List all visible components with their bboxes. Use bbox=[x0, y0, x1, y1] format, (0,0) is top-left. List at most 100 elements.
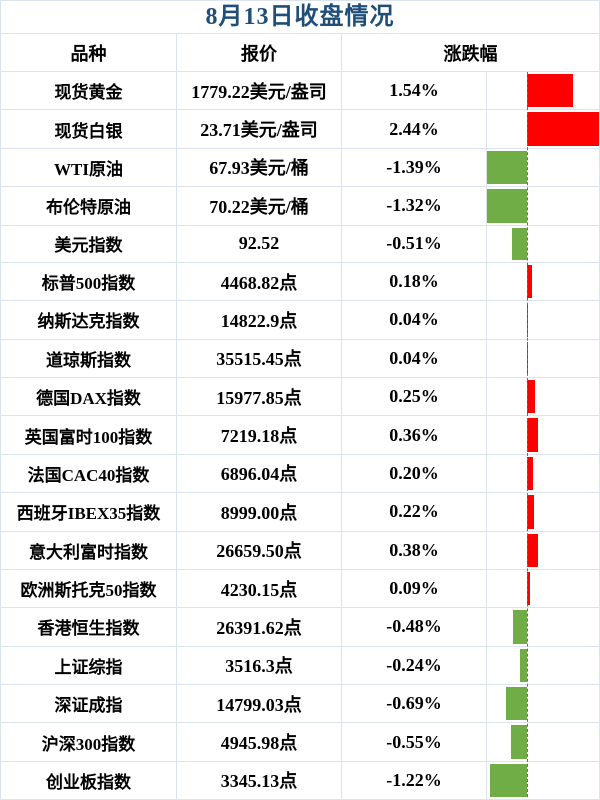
bar-cell bbox=[487, 301, 599, 338]
bar-cell bbox=[487, 493, 599, 530]
bar-cell bbox=[487, 570, 599, 607]
table-row: 现货黄金 1779.22美元/盎司 1.54% bbox=[1, 72, 599, 111]
variety-cell: 布伦特原油 bbox=[1, 187, 177, 225]
change-cell: -0.55% bbox=[342, 723, 487, 761]
table-row: 标普500指数 4468.82点 0.18% bbox=[1, 262, 599, 302]
change-bar bbox=[527, 495, 534, 529]
change-cell: -1.32% bbox=[342, 187, 487, 225]
table-row: 德国DAX指数 15977.85点 0.25% bbox=[1, 378, 599, 417]
quote-cell: 92.52 bbox=[177, 225, 342, 262]
table-row: 英国富时100指数 7219.18点 0.36% bbox=[1, 416, 599, 455]
change-cell: 1.54% bbox=[342, 72, 487, 110]
variety-cell: 标普500指数 bbox=[1, 262, 177, 301]
variety-cell: 上证综指 bbox=[1, 646, 177, 684]
variety-cell: 纳斯达克指数 bbox=[1, 301, 177, 339]
change-cell: 0.09% bbox=[342, 569, 487, 608]
change-cell: 0.38% bbox=[342, 531, 487, 569]
change-bar bbox=[511, 227, 527, 260]
quote-cell: 6896.04点 bbox=[177, 454, 342, 493]
change-bar bbox=[527, 571, 530, 606]
variety-cell: 创业板指数 bbox=[1, 761, 177, 799]
axis-baseline bbox=[527, 72, 528, 797]
table-header: 品种 报价 涨跌幅 bbox=[1, 34, 599, 72]
bar-cell bbox=[487, 187, 599, 224]
change-cell: 0.04% bbox=[342, 301, 487, 339]
header-change: 涨跌幅 bbox=[443, 43, 498, 64]
table-row: 现货白银 23.71美元/盎司 2.44% bbox=[1, 110, 599, 149]
bar-cell bbox=[487, 226, 599, 262]
variety-cell: 香港恒生指数 bbox=[1, 608, 177, 646]
quote-cell: 26659.50点 bbox=[177, 531, 342, 569]
change-cell: 0.04% bbox=[342, 339, 487, 377]
bar-cell bbox=[487, 608, 599, 645]
change-bar bbox=[527, 264, 533, 299]
bar-cell bbox=[487, 72, 599, 109]
table-body: 现货黄金 1779.22美元/盎司 1.54% 现货白银 23.71美元/盎司 … bbox=[1, 72, 599, 799]
table-row: 美元指数 92.52 -0.51% bbox=[1, 225, 599, 263]
variety-cell: 欧洲斯托克50指数 bbox=[1, 569, 177, 608]
table-row: 深证成指 14799.03点 -0.69% bbox=[1, 685, 599, 724]
change-bar bbox=[487, 189, 527, 223]
change-cell: -0.69% bbox=[342, 685, 487, 723]
change-cell: -0.51% bbox=[342, 225, 487, 262]
table-row: 创业板指数 3345.13点 -1.22% bbox=[1, 761, 599, 799]
variety-cell: 现货白银 bbox=[1, 110, 177, 148]
page-title: 8月13日收盘情况 bbox=[205, 4, 395, 30]
variety-cell: 现货黄金 bbox=[1, 72, 177, 110]
bar-cell bbox=[487, 110, 599, 147]
table-row: WTI原油 67.93美元/桶 -1.39% bbox=[1, 148, 599, 188]
quote-cell: 67.93美元/桶 bbox=[177, 148, 342, 187]
change-bar bbox=[487, 150, 527, 185]
change-cell: 0.25% bbox=[342, 378, 487, 416]
quote-cell: 26391.62点 bbox=[177, 608, 342, 646]
header-quote: 报价 bbox=[177, 34, 342, 71]
table-row: 纳斯达克指数 14822.9点 0.04% bbox=[1, 301, 599, 340]
quote-cell: 7219.18点 bbox=[177, 416, 342, 454]
change-cell: 0.36% bbox=[342, 416, 487, 454]
change-cell: -0.48% bbox=[342, 608, 487, 646]
table-row: 西班牙IBEX35指数 8999.00点 0.22% bbox=[1, 493, 599, 532]
quote-cell: 14822.9点 bbox=[177, 301, 342, 339]
change-cell: -0.24% bbox=[342, 646, 487, 684]
quote-cell: 4945.98点 bbox=[177, 723, 342, 761]
table-row: 法国CAC40指数 6896.04点 0.20% bbox=[1, 454, 599, 494]
change-bar bbox=[510, 725, 527, 759]
variety-cell: 意大利富时指数 bbox=[1, 531, 177, 569]
change-bar bbox=[490, 763, 527, 798]
bar-cell bbox=[487, 532, 599, 569]
change-bar bbox=[506, 687, 527, 721]
variety-cell: WTI原油 bbox=[1, 148, 177, 187]
change-bar bbox=[527, 418, 538, 452]
quote-cell: 8999.00点 bbox=[177, 493, 342, 531]
bar-cell bbox=[487, 455, 599, 492]
bar-cell bbox=[487, 685, 599, 722]
quote-cell: 3516.3点 bbox=[177, 646, 342, 684]
variety-cell: 沪深300指数 bbox=[1, 723, 177, 761]
change-cell: -1.22% bbox=[342, 761, 487, 799]
variety-cell: 德国DAX指数 bbox=[1, 378, 177, 416]
quote-cell: 4468.82点 bbox=[177, 262, 342, 301]
quote-cell: 4230.15点 bbox=[177, 569, 342, 608]
change-cell: 0.22% bbox=[342, 493, 487, 531]
variety-cell: 英国富时100指数 bbox=[1, 416, 177, 454]
change-cell: -1.39% bbox=[342, 148, 487, 187]
bar-cell bbox=[487, 149, 599, 186]
quote-cell: 35515.45点 bbox=[177, 339, 342, 377]
quote-cell: 1779.22美元/盎司 bbox=[177, 72, 342, 110]
table-row: 香港恒生指数 26391.62点 -0.48% bbox=[1, 608, 599, 647]
change-bar bbox=[527, 74, 574, 108]
change-cell: 0.20% bbox=[342, 454, 487, 493]
table-row: 欧洲斯托克50指数 4230.15点 0.09% bbox=[1, 569, 599, 609]
header-variety: 品种 bbox=[1, 34, 177, 71]
change-cell: 0.18% bbox=[342, 262, 487, 301]
variety-cell: 道琼斯指数 bbox=[1, 339, 177, 377]
quote-cell: 70.22美元/桶 bbox=[177, 187, 342, 225]
title-bar: 8月13日收盘情况 bbox=[1, 1, 599, 34]
change-bar bbox=[519, 648, 527, 682]
variety-cell: 美元指数 bbox=[1, 225, 177, 262]
change-bar bbox=[512, 610, 527, 644]
variety-cell: 法国CAC40指数 bbox=[1, 454, 177, 493]
bar-cell bbox=[487, 340, 599, 377]
bar-cell bbox=[487, 647, 599, 684]
